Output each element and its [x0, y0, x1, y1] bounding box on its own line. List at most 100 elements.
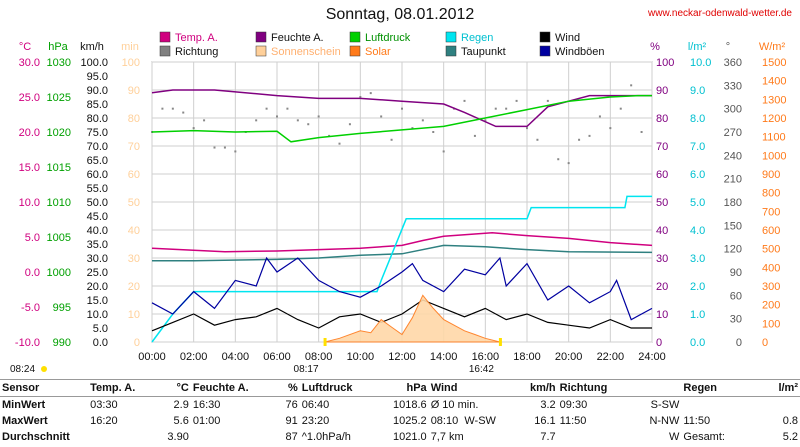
x-tick-label: 06:00 — [263, 351, 291, 363]
y-tick-label-rain: 6.0 — [690, 169, 705, 181]
cell-temp-time: 16:20 — [90, 415, 118, 427]
cell-press-time: 06:40 — [301, 399, 330, 411]
direction-point — [348, 123, 351, 126]
y-tick-label-sunshine: 70 — [128, 141, 140, 153]
series-line-windben — [151, 256, 653, 321]
direction-point — [557, 158, 560, 161]
y-tick-label-wind: 40.0 — [87, 225, 108, 237]
series-layer — [151, 84, 653, 343]
sunset-marker — [498, 338, 502, 346]
x-tick-label: 00:00 — [138, 351, 166, 363]
cell-dir-time — [558, 429, 625, 445]
y-tick-label-humidity: 40 — [656, 225, 668, 237]
y-tick-label-wind: 50.0 — [87, 197, 108, 209]
y-tick-label-wind: 60.0 — [87, 169, 108, 181]
direction-point — [390, 138, 393, 141]
cell-wind-value: 3.2 — [540, 399, 556, 411]
x-tick-label: 12:00 — [388, 351, 416, 363]
direction-point — [338, 142, 341, 145]
cell-rain-time: 11:50 — [683, 415, 711, 427]
y-tick-label-sunshine: 100 — [122, 57, 140, 69]
y-tick-label-rain: 7.0 — [690, 141, 705, 153]
y-tick-label-humidity: 70 — [656, 141, 668, 153]
y-tick-label-solar: 300 — [762, 281, 780, 293]
cell-rain-value: 5.2 — [782, 431, 798, 443]
header-dir: Richtung — [559, 382, 608, 394]
y-tick-label-rain: 10.0 — [690, 57, 711, 69]
y-tick-label-humidity: 50 — [656, 197, 668, 209]
y-tick-label-wind: 100.0 — [80, 57, 108, 69]
y-tick-label-rain: 3.0 — [690, 253, 705, 265]
y-tick-label-wind: 0.0 — [93, 337, 108, 349]
cell-hum-time: 16:30 — [192, 399, 221, 411]
direction-point — [536, 138, 539, 141]
axis-unit-label: W/m² — [759, 41, 786, 53]
direction-point — [296, 119, 299, 122]
wind-max-time: 08:10 — [430, 415, 459, 427]
legend-swatch — [349, 31, 361, 43]
legend-swatch — [539, 45, 551, 57]
chart-title: Sonntag, 08.01.2012 — [325, 6, 475, 23]
axis-unit-label: km/h — [80, 41, 104, 53]
direction-point — [588, 134, 591, 137]
direction-point — [484, 119, 487, 122]
cell-temp-value: 3.90 — [167, 431, 189, 443]
y-tick-label-wind: 35.0 — [87, 239, 108, 251]
direction-point — [213, 146, 216, 149]
sunset-label: 16:42 — [469, 364, 494, 375]
y-tick-label-solar: 1200 — [762, 113, 786, 125]
direction-point — [317, 115, 320, 118]
y-tick-label-humidity: 0 — [656, 337, 662, 349]
header-sensor: Sensor — [2, 382, 40, 394]
y-tick-label-wind: 65.0 — [87, 155, 108, 167]
y-tick-label-direction: 90 — [730, 267, 742, 279]
direction-point — [598, 115, 601, 118]
y-tick-label-wind: 15.0 — [87, 295, 108, 307]
series-line-feuchtea — [151, 89, 652, 128]
y-tick-label-rain: 9.0 — [690, 85, 705, 97]
y-tick-label-solar: 800 — [762, 188, 780, 200]
direction-point — [380, 115, 383, 118]
direction-point — [505, 107, 508, 110]
y-tick-label-direction: 0 — [736, 337, 742, 349]
y-tick-label-direction: 300 — [724, 104, 742, 116]
axis-unit-label: hPa — [48, 41, 68, 53]
direction-point — [401, 107, 403, 110]
direction-point — [473, 134, 476, 137]
cell-wind-time: 08:10 W-SW — [429, 413, 507, 429]
y-tick-label-temp: 5.0 — [25, 232, 40, 244]
x-tick-label: 04:00 — [222, 351, 250, 363]
direction-point — [223, 146, 226, 149]
direction-point — [619, 107, 622, 110]
y-tick-label-temp: 25.0 — [19, 92, 40, 104]
direction-point — [171, 107, 174, 110]
sunrise-marker — [323, 338, 327, 346]
y-tick-label-rain: 2.0 — [690, 281, 705, 293]
header-press: Luftdruck — [301, 382, 353, 394]
cell-dir-value: W — [669, 431, 680, 443]
y-tick-label-rain: 0.0 — [690, 337, 705, 349]
x-tick-label: 18:00 — [513, 351, 541, 363]
stats-table: Sensor Temp. A. °C Feuchte A. % Luftdruc… — [0, 379, 800, 445]
x-tick-label: 02:00 — [180, 351, 208, 363]
legend-label: Temp. A. — [175, 32, 218, 44]
y-tick-label-wind: 95.0 — [87, 71, 108, 83]
website-link[interactable]: www.neckar-odenwald-wetter.de — [648, 8, 792, 19]
y-tick-label-wind: 80.0 — [87, 113, 108, 125]
y-tick-label-pressure: 1020 — [47, 127, 71, 139]
header-wind: Wind — [430, 382, 458, 394]
sunrise-label: 08:17 — [294, 364, 319, 375]
cell-hum-time: 01:00 — [192, 415, 221, 427]
series-solar — [324, 294, 501, 343]
y-tick-label-pressure: 1000 — [47, 267, 71, 279]
y-tick-label-sunshine: 20 — [128, 281, 140, 293]
direction-point — [630, 84, 633, 87]
legend-label: Wind — [555, 32, 580, 44]
y-tick-label-rain: 1.0 — [690, 309, 705, 321]
y-tick-label-pressure: 1030 — [47, 57, 71, 69]
x-tick-label: 08:00 — [305, 351, 333, 363]
cell-rain-value: 0.8 — [782, 415, 798, 427]
x-tick-label: 24:00 — [638, 351, 666, 363]
stats-row-avg: Durchschnitt 3.90 87 ^1.0hPa/h 1021.0 7,… — [0, 429, 800, 445]
axis-unit-label: min — [121, 41, 139, 53]
